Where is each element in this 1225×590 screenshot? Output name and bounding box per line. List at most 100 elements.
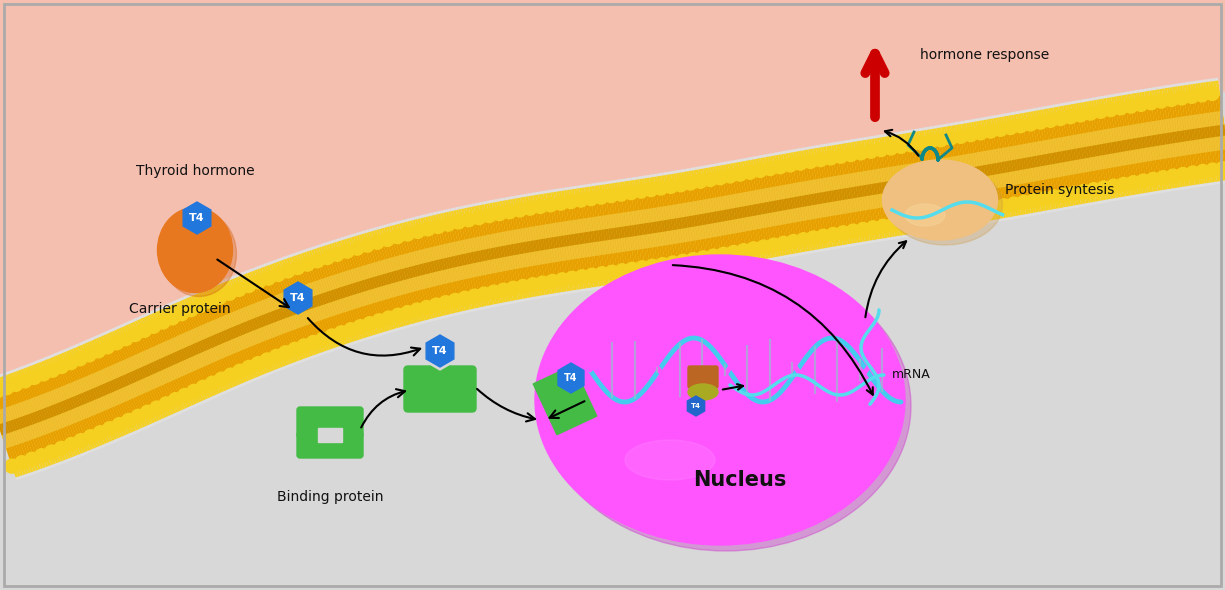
Circle shape	[325, 329, 339, 343]
Circle shape	[1063, 110, 1078, 124]
Circle shape	[502, 205, 517, 219]
Circle shape	[260, 353, 274, 367]
Circle shape	[576, 270, 589, 284]
Text: Carrier protein: Carrier protein	[129, 302, 230, 316]
Circle shape	[753, 163, 767, 178]
Circle shape	[169, 393, 183, 407]
Circle shape	[129, 327, 142, 342]
Circle shape	[316, 332, 330, 346]
Text: mRNA: mRNA	[892, 369, 931, 382]
Circle shape	[924, 135, 938, 148]
Circle shape	[747, 242, 761, 256]
Circle shape	[298, 339, 311, 353]
Circle shape	[964, 127, 978, 142]
Circle shape	[1154, 94, 1169, 108]
Circle shape	[555, 273, 570, 287]
Circle shape	[773, 160, 788, 173]
Bar	[318, 428, 342, 442]
Circle shape	[251, 275, 266, 289]
Circle shape	[1094, 104, 1107, 119]
Circle shape	[100, 340, 114, 354]
Ellipse shape	[905, 204, 944, 226]
Circle shape	[452, 215, 466, 229]
Circle shape	[914, 136, 927, 150]
Circle shape	[178, 389, 192, 402]
Circle shape	[1096, 181, 1111, 195]
Circle shape	[947, 208, 960, 222]
Circle shape	[526, 278, 540, 292]
Circle shape	[103, 422, 116, 435]
Circle shape	[736, 244, 751, 258]
Circle shape	[763, 162, 777, 176]
Circle shape	[121, 414, 136, 428]
Circle shape	[813, 153, 827, 166]
Text: Thyroid hormone: Thyroid hormone	[136, 164, 255, 178]
Circle shape	[535, 276, 550, 290]
Circle shape	[34, 449, 49, 463]
Circle shape	[943, 131, 958, 145]
Circle shape	[544, 198, 557, 212]
Circle shape	[827, 228, 840, 241]
Circle shape	[137, 323, 152, 337]
Circle shape	[717, 247, 730, 261]
Circle shape	[1114, 101, 1128, 115]
Circle shape	[674, 178, 687, 192]
Ellipse shape	[887, 165, 1002, 245]
Circle shape	[288, 342, 301, 356]
Circle shape	[635, 184, 648, 198]
Circle shape	[1117, 178, 1131, 191]
Circle shape	[462, 213, 475, 227]
Text: Nucleus: Nucleus	[693, 470, 786, 490]
Polygon shape	[559, 363, 584, 393]
Circle shape	[984, 124, 997, 138]
Circle shape	[92, 344, 105, 358]
Circle shape	[300, 257, 315, 271]
Circle shape	[110, 336, 124, 350]
Circle shape	[165, 311, 179, 325]
Circle shape	[856, 222, 870, 237]
Circle shape	[954, 129, 968, 143]
Circle shape	[697, 251, 710, 265]
Circle shape	[866, 221, 880, 235]
Circle shape	[9, 378, 23, 391]
Circle shape	[906, 214, 920, 228]
Circle shape	[886, 218, 900, 232]
Circle shape	[786, 235, 801, 248]
Circle shape	[223, 286, 236, 300]
Circle shape	[594, 190, 608, 204]
Circle shape	[744, 165, 757, 179]
Circle shape	[1165, 93, 1178, 106]
Circle shape	[997, 199, 1011, 213]
Ellipse shape	[541, 261, 911, 551]
Circle shape	[93, 426, 108, 440]
Circle shape	[370, 235, 385, 249]
Circle shape	[624, 186, 638, 199]
Circle shape	[15, 455, 29, 470]
Circle shape	[796, 232, 811, 247]
Circle shape	[233, 364, 246, 378]
Circle shape	[625, 263, 639, 276]
Circle shape	[1054, 112, 1067, 126]
Circle shape	[363, 317, 377, 331]
Circle shape	[664, 179, 677, 194]
Circle shape	[64, 356, 78, 370]
Text: T4: T4	[432, 346, 448, 356]
Circle shape	[281, 264, 295, 278]
Circle shape	[974, 126, 987, 140]
Circle shape	[306, 336, 321, 349]
Circle shape	[44, 445, 59, 459]
Circle shape	[854, 146, 867, 160]
Circle shape	[604, 189, 619, 202]
Circle shape	[846, 224, 860, 238]
Circle shape	[27, 371, 42, 385]
Circle shape	[644, 182, 658, 196]
Circle shape	[472, 211, 486, 225]
Polygon shape	[687, 396, 704, 416]
Circle shape	[83, 430, 98, 444]
Circle shape	[834, 149, 848, 163]
FancyBboxPatch shape	[404, 366, 477, 412]
Circle shape	[334, 326, 348, 340]
Circle shape	[1156, 171, 1170, 185]
Circle shape	[1144, 96, 1158, 110]
Circle shape	[1205, 86, 1219, 100]
